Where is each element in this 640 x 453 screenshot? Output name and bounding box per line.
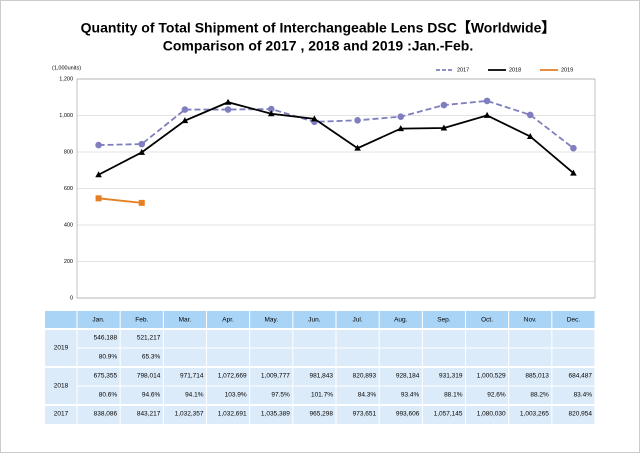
- y-tick-label: 0: [70, 295, 73, 301]
- x-tick-label: Mar.: [179, 317, 192, 324]
- y-tick-label: 200: [64, 259, 73, 265]
- table-cell: 546,188: [94, 335, 118, 342]
- table-cell: 65.3%: [142, 354, 161, 361]
- table-header-bg: [45, 311, 595, 329]
- row-label: 2018: [54, 383, 69, 390]
- table-cell: 965,298: [310, 411, 334, 418]
- table-cell: 1,072,669: [218, 373, 247, 380]
- table-cell: 101.7%: [311, 392, 333, 399]
- table-cell: 931,319: [439, 373, 463, 380]
- table-cell: 88.1%: [444, 392, 463, 399]
- table-cell: 820,893: [353, 373, 377, 380]
- table-cell: 97.5%: [271, 392, 290, 399]
- y-tick-label: 600: [64, 186, 73, 192]
- table-cell: 94.1%: [185, 392, 204, 399]
- point: [354, 144, 361, 151]
- x-tick-label: Dec.: [567, 317, 581, 324]
- point: [570, 144, 577, 152]
- y-tick-label: 800: [64, 149, 73, 155]
- table-cell: 83.4%: [574, 392, 593, 399]
- table-cell: 93.4%: [401, 392, 420, 399]
- table-cell: 971,714: [180, 373, 204, 380]
- point: [526, 132, 534, 139]
- table-cell: 1,003,265: [520, 411, 549, 418]
- table-cell: 798,014: [137, 373, 161, 380]
- point: [440, 124, 448, 131]
- table-cell: 1,009,777: [261, 373, 290, 380]
- table-cell: 103.9%: [225, 392, 247, 399]
- point: [181, 106, 189, 113]
- x-tick-label: Jun.: [308, 317, 320, 324]
- table-cell: 675,355: [94, 373, 118, 380]
- point: [267, 105, 275, 113]
- point: [224, 98, 232, 105]
- row-label: 2017: [54, 411, 69, 418]
- table-cell: 973,651: [353, 411, 377, 418]
- legend-label: 2017: [457, 67, 469, 73]
- point: [95, 141, 102, 149]
- point: [483, 111, 491, 118]
- table-cell: 94.6%: [142, 392, 161, 399]
- x-tick-label: Aug.: [394, 317, 408, 324]
- table-cell: 993,606: [396, 411, 420, 418]
- series-line: [98, 101, 574, 176]
- table-cell: 843,217: [137, 411, 161, 418]
- table-cell: 820,954: [569, 411, 593, 418]
- table-cell: 1,032,691: [218, 411, 247, 418]
- x-tick-label: Sep.: [437, 317, 451, 324]
- point: [570, 169, 577, 176]
- point: [440, 101, 448, 109]
- table-cell: 684,487: [569, 373, 593, 380]
- point: [95, 171, 102, 178]
- point: [224, 106, 232, 113]
- table-cell: 1,057,145: [434, 411, 463, 418]
- point: [181, 117, 189, 124]
- table-cell: 928,184: [396, 373, 420, 380]
- chart-title: Quantity of Total Shipment of Interchang…: [81, 20, 556, 36]
- point: [354, 117, 361, 124]
- table-cell: 1,032,357: [175, 411, 204, 418]
- table-cell: 1,035,389: [261, 411, 290, 418]
- point: [95, 195, 102, 202]
- table-cell: 88.2%: [530, 392, 549, 399]
- point: [138, 140, 146, 148]
- point: [526, 111, 534, 119]
- point: [267, 110, 275, 117]
- x-tick-label: May.: [264, 317, 278, 324]
- point: [397, 113, 405, 120]
- row-label: 2019: [54, 345, 69, 352]
- table-cell: 84.3%: [358, 392, 377, 399]
- legend-label: 2019: [561, 67, 573, 73]
- table-cell: 80.9%: [99, 354, 118, 361]
- point: [311, 115, 318, 122]
- x-tick-label: Jan.: [92, 317, 104, 324]
- table-cell: 981,843: [310, 373, 334, 380]
- legend-label: 2018: [509, 67, 521, 73]
- x-tick-label: Nov.: [524, 317, 537, 324]
- y-tick-label: 400: [64, 222, 73, 228]
- y-tick-label: 1,000: [59, 113, 73, 119]
- y-axis-label: (1,000units): [52, 65, 81, 71]
- table-cell: 80.6%: [99, 392, 118, 399]
- table-cell: 1,080,030: [477, 411, 506, 418]
- x-tick-label: Oct.: [481, 317, 493, 324]
- table-cell: 1,000,529: [477, 373, 506, 380]
- table-cell: 92.6%: [487, 392, 506, 399]
- point: [138, 148, 146, 155]
- point: [397, 125, 405, 132]
- point: [138, 199, 145, 206]
- y-tick-label: 1,200: [59, 76, 73, 82]
- table-cell: 838,086: [94, 411, 118, 418]
- plot-border: [76, 78, 596, 299]
- series-line: [98, 197, 142, 204]
- point: [483, 97, 491, 105]
- table-cell: 885,013: [525, 373, 549, 380]
- chart-subtitle: Comparison of 2017 , 2018 and 2019 :Jan.…: [163, 38, 473, 54]
- x-tick-label: Feb.: [135, 317, 148, 324]
- table-cell: 521,217: [137, 335, 161, 342]
- x-tick-label: Apr.: [222, 317, 234, 324]
- x-tick-label: Jul.: [353, 317, 363, 324]
